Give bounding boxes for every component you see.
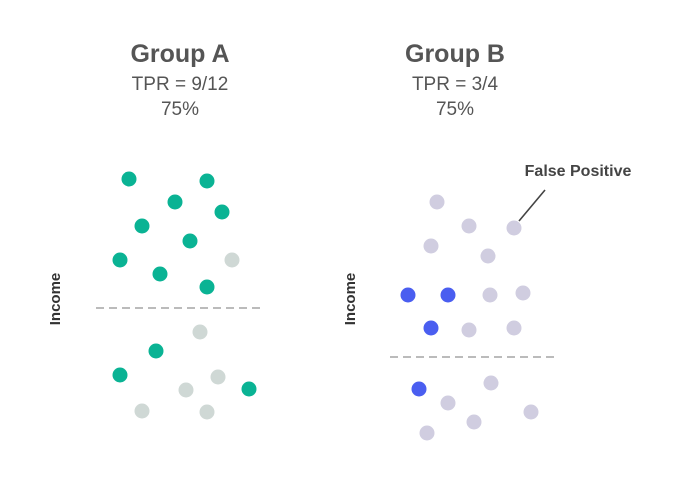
group-a-point-11 [192,324,208,340]
group-a-point-12 [148,343,164,359]
group-b-point-1 [429,194,445,210]
group-a-point-15 [178,382,194,398]
group-b-point-11 [461,322,477,338]
group-b-point-17 [466,414,482,430]
group-b-point-16 [523,404,539,420]
group-a-percent: 75% [161,99,199,120]
group-a-title: Group A [130,40,229,68]
points-layer [112,171,539,441]
group-a-tpr: TPR = 9/12 [132,74,229,95]
group-a-point-18 [199,404,215,420]
group-a-point-9 [152,266,168,282]
group-b-point-8 [482,287,498,303]
group-b-tpr: TPR = 3/4 [412,74,498,95]
group-a-point-5 [134,218,150,234]
group-a-point-14 [210,369,226,385]
group-a-point-3 [167,194,183,210]
group-b-point-2 [461,218,477,234]
group-b-point-10 [423,320,439,336]
group-b-point-4 [423,238,439,254]
group-b-point-7 [440,287,456,303]
group-a-point-7 [112,252,128,268]
group-b-point-18 [419,425,435,441]
group-b-point-5 [480,248,496,264]
group-a-point-6 [182,233,198,249]
group-b-point-12 [506,320,522,336]
group-a-axis-label: Income [47,273,64,326]
group-b-point-15 [440,395,456,411]
group-b-axis-label: Income [342,273,359,326]
false-positive-annotation: False Positive [525,163,632,180]
group-a-point-17 [134,403,150,419]
false-positive-pointer [518,189,546,222]
group-a-point-2 [199,173,215,189]
group-a-point-10 [199,279,215,295]
group-b-point-13 [411,381,427,397]
group-a-point-8 [224,252,240,268]
group-a-point-4 [214,204,230,220]
group-a-point-1 [121,171,137,187]
group-b-point-9 [515,285,531,301]
group-b-title: Group B [405,40,505,68]
group-b-point-14 [483,375,499,391]
group-b-point-3 [506,220,522,236]
group-b-percent: 75% [436,99,474,120]
group-a-point-16 [241,381,257,397]
group-b-point-6 [400,287,416,303]
group-a-point-13 [112,367,128,383]
